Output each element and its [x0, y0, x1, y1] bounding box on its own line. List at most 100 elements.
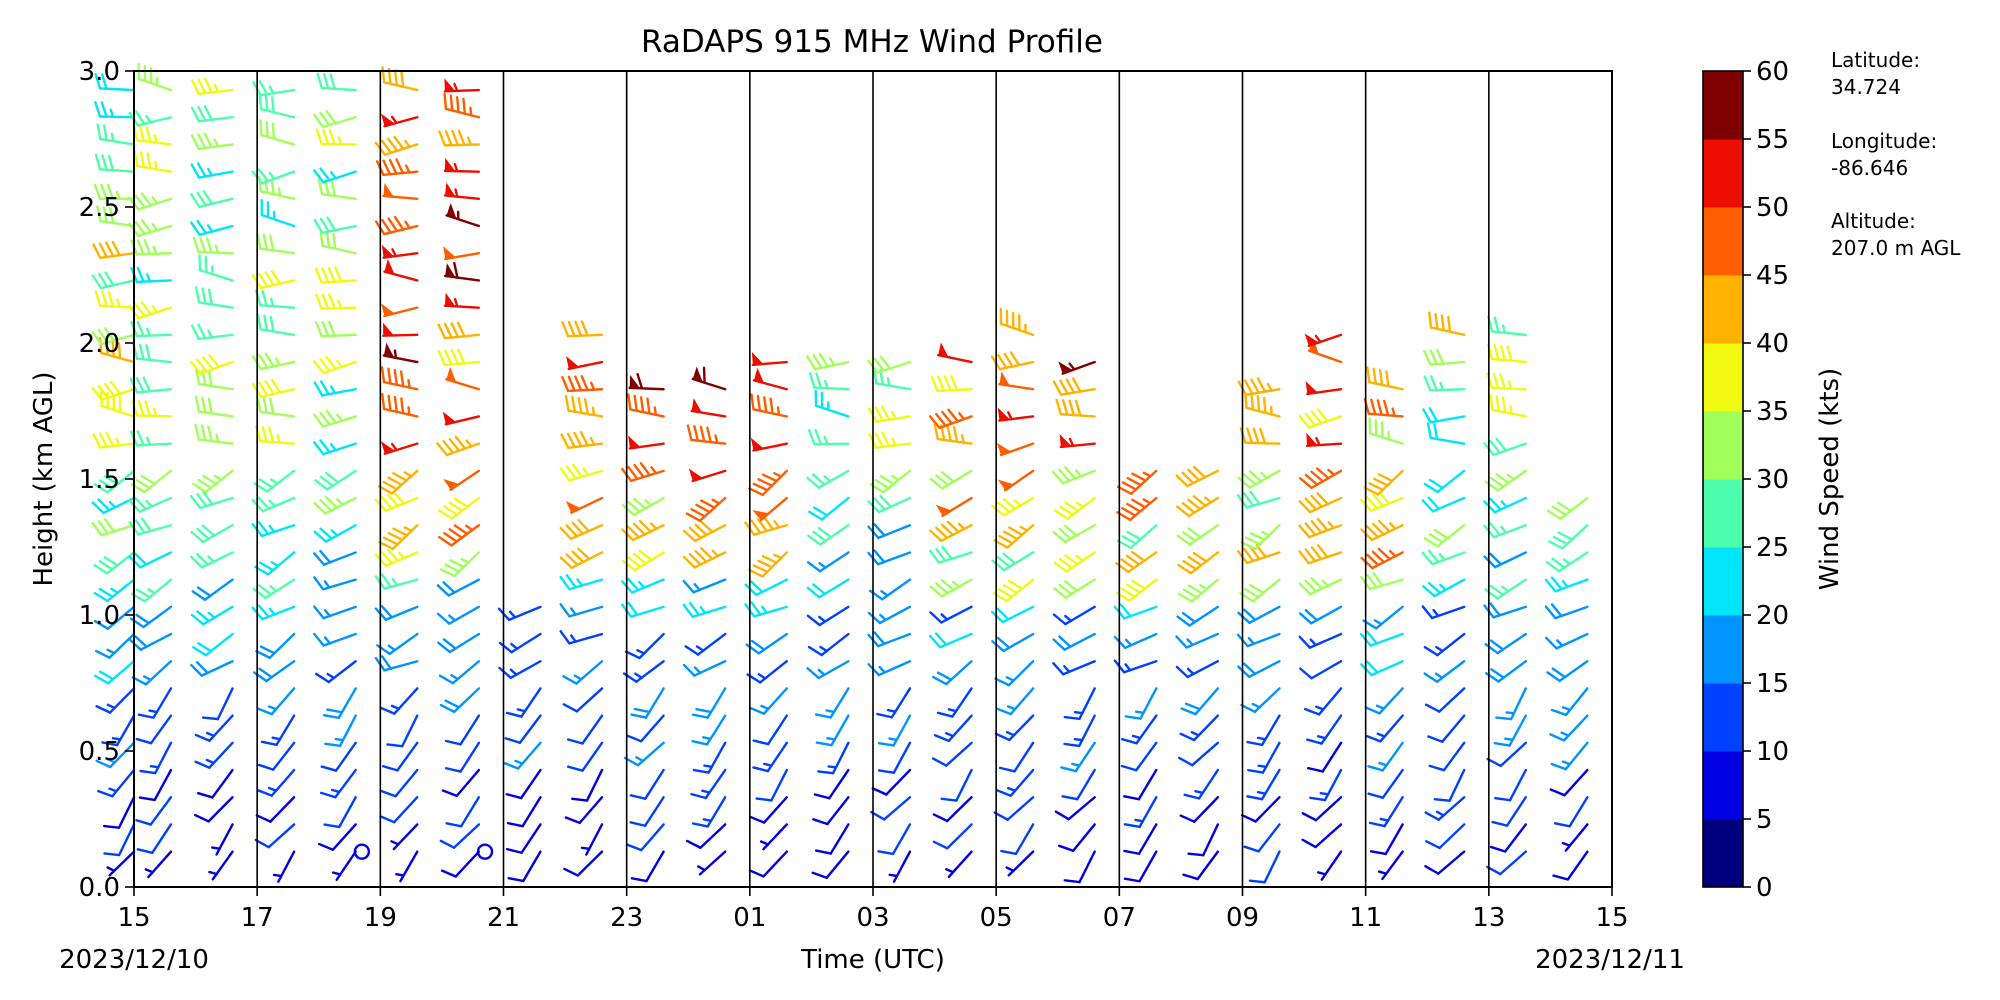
wind-barb: [313, 496, 357, 515]
wind-barb: [1054, 796, 1096, 821]
wind-barb: [1362, 605, 1404, 630]
colorbar-tick-label: 40: [1756, 329, 1789, 359]
wind-barb: [382, 342, 419, 364]
wind-barb: [256, 232, 296, 255]
wind-barb: [992, 578, 1035, 603]
wind-barb: [211, 823, 234, 856]
wind-barb: [1176, 495, 1220, 518]
wind-barb: [998, 371, 1035, 391]
wind-barb: [93, 551, 136, 575]
wind-barb: [621, 577, 665, 594]
wind-barb: [929, 605, 973, 624]
y-axis-label: Height (km AGL): [29, 371, 59, 586]
wind-barb: [252, 79, 296, 97]
wind-barb: [106, 850, 136, 877]
wind-barb: [811, 850, 850, 879]
wind-barb: [1176, 605, 1220, 627]
colorbar-tick-label: 10: [1756, 737, 1789, 767]
wind-barb: [374, 491, 419, 513]
wind-barb: [437, 348, 481, 367]
wind-barb: [1237, 605, 1281, 625]
wind-barb: [260, 199, 296, 228]
altitude-label: Altitude:: [1831, 209, 1916, 233]
wind-barb: [130, 469, 173, 494]
wind-barb: [1433, 768, 1466, 802]
wind-barb: [1063, 714, 1096, 748]
wind-barb: [759, 823, 788, 851]
wind-barb: [498, 632, 542, 654]
wind-barb: [444, 714, 481, 746]
wind-barb: [1368, 417, 1404, 445]
wind-barb: [1246, 714, 1281, 747]
colorbar-tick-label: 55: [1756, 125, 1789, 155]
wind-barb: [505, 687, 542, 718]
wind-barb: [928, 545, 973, 564]
wind-barb: [91, 518, 136, 537]
wind-barb: [443, 246, 481, 261]
wind-barb: [1298, 492, 1343, 514]
wind-barb: [1052, 632, 1096, 651]
colorbar-segment: [1703, 751, 1743, 820]
wind-barb: [813, 768, 850, 800]
wind-barb: [91, 327, 136, 346]
wind-barb: [745, 632, 788, 655]
wind-barb: [436, 578, 481, 597]
wind-barb: [378, 524, 419, 551]
colorbar-segment: [1703, 343, 1743, 412]
colorbar-tick-label: 20: [1756, 601, 1789, 631]
wind-barb: [1298, 576, 1343, 596]
wind-barb: [1063, 850, 1096, 884]
wind-barb: [315, 293, 357, 310]
wind-barb: [505, 768, 542, 800]
wind-barb: [189, 354, 234, 375]
y-tick-label: 2.0: [79, 329, 120, 359]
wind-barb: [93, 605, 136, 630]
wind-barb: [96, 123, 136, 146]
wind-barb: [315, 660, 357, 684]
wind-barb: [198, 254, 234, 282]
wind-barb: [808, 372, 850, 391]
wind-barb: [999, 307, 1035, 337]
wind-barb: [1236, 543, 1281, 565]
wind-barb: [190, 162, 234, 179]
wind-barb: [135, 714, 173, 745]
wind-barb: [685, 496, 727, 522]
wind-barb: [381, 741, 419, 772]
colorbar-segment: [1703, 683, 1743, 752]
wind-barb: [1175, 632, 1220, 649]
wind-barb: [1484, 660, 1527, 683]
wind-barb: [815, 823, 850, 855]
wind-barb: [443, 92, 481, 119]
wind-barb: [190, 323, 234, 341]
wind-barb: [559, 574, 604, 591]
wind-barb: [436, 435, 481, 457]
wind-barb: [1113, 659, 1158, 674]
wind-barb: [95, 741, 136, 769]
wind-barb: [877, 823, 912, 856]
wind-barb: [807, 632, 850, 657]
wind-barb: [744, 516, 788, 536]
wind-barb: [1423, 375, 1466, 392]
wind-barb: [1239, 427, 1281, 445]
wind-barb: [130, 430, 173, 447]
wind-barb: [1549, 768, 1589, 797]
wind-barb: [194, 423, 234, 445]
wind-barb: [313, 380, 357, 397]
wind-barb: [255, 425, 296, 445]
wind-barb: [933, 423, 973, 445]
wind-barb: [272, 850, 296, 883]
wind-barb: [1179, 796, 1220, 823]
wind-barb: [443, 182, 481, 201]
wind-barb: [128, 496, 173, 513]
x-tick-label: 15: [117, 903, 150, 933]
wind-barb: [1247, 741, 1281, 774]
wind-barb: [748, 551, 788, 578]
wind-barb: [691, 796, 727, 828]
wind-barb: [1423, 524, 1466, 548]
wind-barb: [1236, 490, 1281, 509]
wind-barb: [1317, 850, 1343, 881]
wind-barb: [136, 823, 173, 855]
wind-barb: [1422, 407, 1466, 424]
wind-barb: [691, 687, 727, 719]
